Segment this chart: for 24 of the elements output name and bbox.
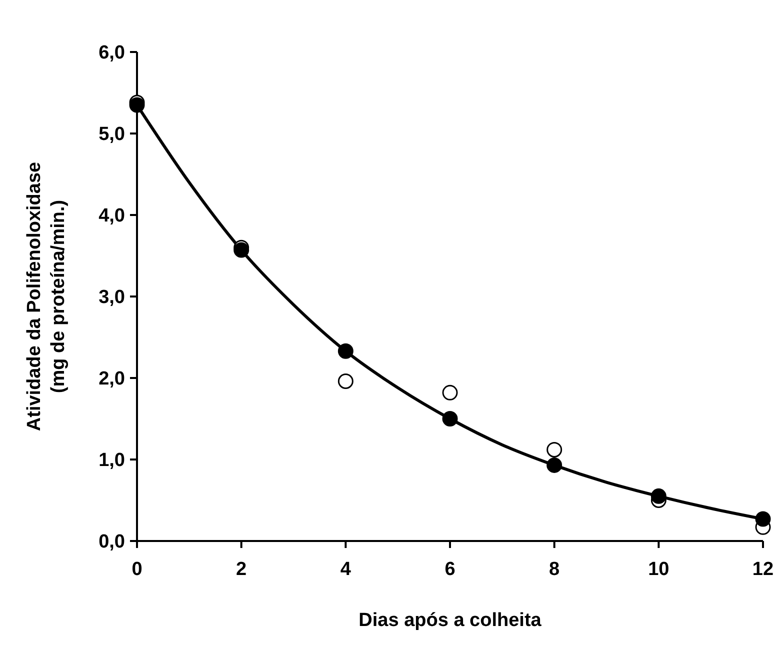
y-tick-label: 1,0 bbox=[98, 450, 125, 472]
x-tick-label: 0 bbox=[132, 559, 142, 580]
x-tick-label: 10 bbox=[648, 559, 670, 580]
y-axis-title: Atividade da Polifenoloxidase (mg de proteína/min.) bbox=[24, 162, 69, 432]
y-tick-label: 3,0 bbox=[98, 287, 125, 308]
point bbox=[650, 488, 666, 504]
y-tick-label: 4,0 bbox=[98, 206, 125, 227]
point bbox=[442, 411, 458, 426]
point bbox=[442, 384, 458, 400]
point bbox=[338, 374, 354, 390]
point bbox=[755, 511, 771, 527]
x-tick-label: 12 bbox=[752, 559, 774, 580]
point bbox=[546, 442, 562, 458]
x-tick-label: 6 bbox=[444, 559, 456, 580]
x-tick-label: 4 bbox=[340, 559, 352, 580]
x-tick-label: 2 bbox=[236, 559, 247, 580]
y-tick-label: 0,0 bbox=[98, 532, 125, 553]
y-tick-label: 2,0 bbox=[98, 368, 125, 390]
point bbox=[338, 343, 354, 359]
x-axis-title: Dias após a colheita bbox=[358, 610, 542, 631]
point bbox=[546, 457, 562, 473]
y-tick-label: 5,0 bbox=[98, 124, 125, 146]
y-tick-label: 6,0 bbox=[98, 42, 125, 64]
x-tick-label: 8 bbox=[549, 559, 560, 580]
